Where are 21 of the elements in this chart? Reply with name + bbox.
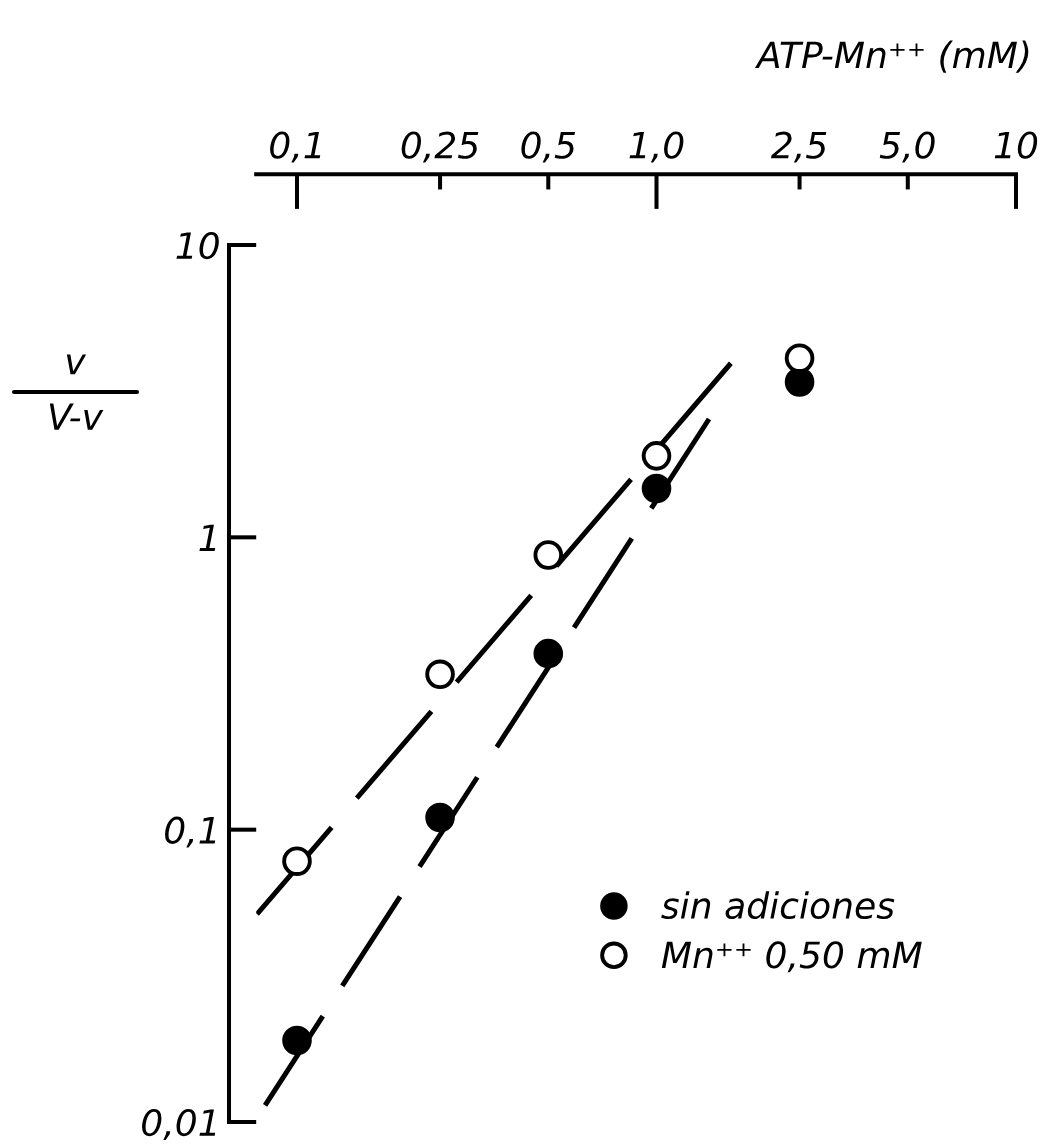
point [784,367,815,397]
x-tick-label: 5,0 [879,131,935,163]
point [784,343,815,373]
x-tick-label: 1,0 [629,131,684,163]
point [282,1025,312,1056]
y-tick-label: 0,01 [142,1108,216,1140]
y-tick-label: 10 [176,231,219,260]
x-tick-label: 0,5 [521,131,575,163]
x-axis-title: ATP-Mn⁺⁺ (mM) [754,40,1029,73]
y-tick-label: 0,1 [165,816,216,848]
x-tick-label: 0,1 [270,131,321,163]
x-tick-label: 10 [994,131,1038,159]
y-axis-title: v V-v [49,354,104,430]
y-tick-label: 1 [199,524,216,552]
legend-label: sin adiciones [661,891,895,920]
point [533,540,564,570]
point [282,846,312,877]
x-tick-label: 2,5 [770,131,827,163]
legend-label: Mn⁺⁺ 0,50 mM [661,941,922,973]
point [533,638,564,669]
x-tick-label: 0,25 [401,131,479,163]
